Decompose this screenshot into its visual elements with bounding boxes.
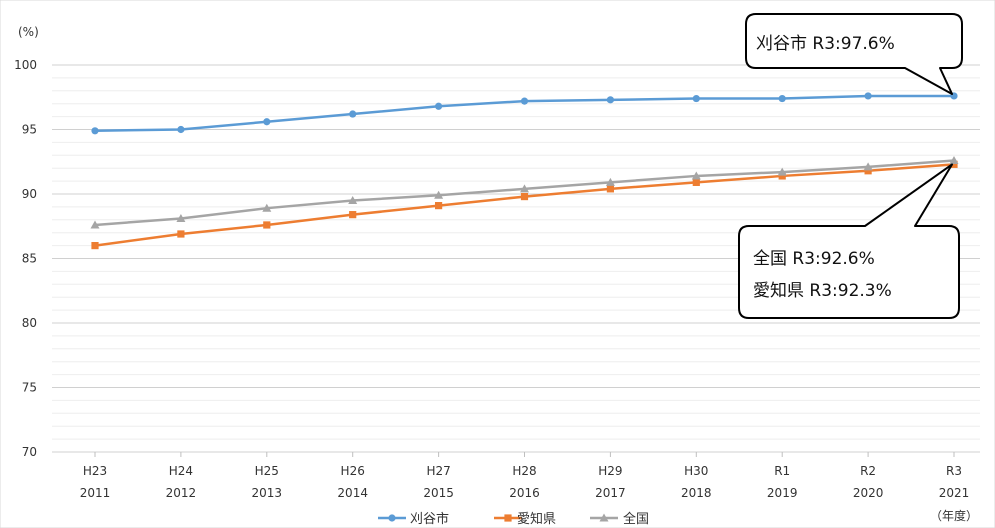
- data-point: [177, 125, 185, 134]
- data-point: [950, 160, 958, 168]
- callout-text: 全国 R3:92.6%: [753, 249, 875, 269]
- legend-item-2: 愛知県: [494, 511, 556, 527]
- data-point: [605, 177, 615, 186]
- data-point: [520, 192, 529, 201]
- x-tick-label-year: 2016: [509, 486, 540, 500]
- y-tick-label: 90: [22, 187, 37, 201]
- x-tick-label-era: H30: [684, 464, 708, 478]
- data-point: [692, 94, 700, 103]
- data-point: [691, 171, 701, 180]
- callout-text: 刈谷市 R3:97.6%: [756, 34, 895, 54]
- x-tick-label-year: 2011: [80, 486, 111, 500]
- legend-label: 愛知県: [517, 511, 556, 527]
- data-point: [520, 97, 529, 105]
- data-point: [778, 172, 786, 180]
- x-unit-label: （年度）: [930, 508, 978, 523]
- data-point: [263, 221, 271, 229]
- axes: 70 75 80 85 90 95 100 (%) H23 2011 H24 2012 H25 2013 H…: [14, 25, 978, 523]
- data-point: [606, 185, 614, 193]
- data-point: [263, 118, 271, 126]
- data-point: [348, 195, 358, 204]
- legend-marker: [504, 514, 512, 522]
- data-point: [864, 167, 872, 175]
- legend-label: 刈谷市: [410, 511, 449, 527]
- series-3: [90, 155, 959, 229]
- data-point: [177, 230, 185, 238]
- series-lines: [90, 92, 959, 250]
- legend-label: 全国: [623, 511, 649, 527]
- data-point: [349, 211, 357, 219]
- x-tick-label-era: H29: [598, 464, 622, 478]
- data-point: [435, 202, 443, 210]
- x-tick-label-year: 2014: [337, 486, 368, 500]
- data-point: [777, 167, 787, 176]
- callout-bubble: [738, 163, 960, 319]
- series-2: [91, 160, 958, 250]
- x-tick-label-era: H26: [341, 464, 365, 478]
- callout-0: 刈谷市 R3:97.6%: [745, 13, 963, 95]
- x-tick-label-year: 2015: [423, 486, 454, 500]
- legend-marker: [599, 513, 609, 522]
- y-unit-label: (%): [18, 25, 39, 39]
- x-tick-label-year: 2012: [166, 486, 197, 500]
- data-point: [262, 203, 272, 212]
- data-point: [606, 96, 615, 104]
- x-tick-label-era: H28: [512, 464, 536, 478]
- data-point: [520, 184, 529, 193]
- x-tick-label-era: H23: [83, 464, 107, 478]
- data-point: [91, 242, 99, 250]
- data-point: [349, 110, 357, 118]
- x-tick-label-era: H24: [169, 464, 193, 478]
- x-tick-label-year: 2019: [767, 486, 798, 500]
- data-point: [91, 127, 99, 135]
- y-tick-label: 100: [14, 58, 37, 72]
- legend-item-3: 全国: [590, 511, 649, 527]
- x-tick-label-year: 2021: [939, 486, 970, 500]
- x-tick-label-year: 2020: [853, 486, 884, 500]
- data-point: [176, 214, 186, 223]
- legend: 刈谷市 愛知県 全国: [378, 511, 649, 527]
- data-point: [949, 155, 959, 164]
- data-point: [778, 94, 786, 103]
- callouts: 刈谷市 R3:97.6% 全国 R3:92.6% 愛知県 R3:92.3%: [738, 13, 963, 319]
- data-point: [435, 102, 443, 110]
- callout-bubble: [745, 13, 963, 95]
- callout-text: 愛知県 R3:92.3%: [753, 281, 892, 301]
- x-tick-label-era: R2: [860, 464, 876, 478]
- y-tick-label: 95: [22, 123, 37, 137]
- y-tick-label: 70: [22, 445, 37, 459]
- y-tick-label: 85: [22, 252, 37, 266]
- x-tick-label-era: H25: [255, 464, 279, 478]
- x-tick-label-year: 2018: [681, 486, 712, 500]
- x-tick-label-era: R1: [774, 464, 790, 478]
- x-tick-label-era: H27: [426, 464, 450, 478]
- callout-1: 全国 R3:92.6% 愛知県 R3:92.3%: [738, 163, 960, 319]
- legend-marker: [388, 514, 396, 522]
- data-point: [864, 92, 872, 100]
- data-point: [434, 190, 444, 199]
- x-tick-label-era: R3: [946, 464, 962, 478]
- y-tick-label: 75: [22, 381, 37, 395]
- legend-item-1: 刈谷市: [378, 511, 449, 527]
- series-1: [91, 92, 958, 135]
- x-tick-label-year: 2017: [595, 486, 626, 500]
- y-tick-label: 80: [22, 316, 37, 330]
- x-tick-label-year: 2013: [252, 486, 283, 500]
- data-point: [863, 162, 873, 171]
- data-point: [90, 220, 100, 229]
- data-point: [692, 178, 700, 186]
